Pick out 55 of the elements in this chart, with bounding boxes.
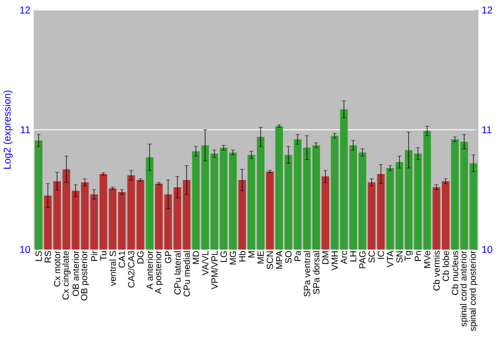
x-tick-label: RS [44,250,52,262]
x-tick-label: MVe [424,250,430,268]
x-tick-label: ME [258,250,264,264]
y-axis-title: Log2 (expression) [3,90,13,169]
x-tick-label: spinal cord posterior [469,250,478,331]
x-tick-label: Cx motor [54,250,60,286]
x-tick-label: Pn [414,251,421,261]
x-tick-label: SO [285,250,292,264]
x-tick-label: OB posterior [80,250,90,300]
x-tick-label: VTA [387,250,394,268]
y-tick-label: 11 [20,126,30,134]
x-tick-label: Arc [340,250,348,264]
y2-tick-label: 11 [482,126,492,134]
x-tick-label: SC [368,250,375,263]
y-tick-label: 10 [20,246,30,253]
x-tick-label: VA/VL [202,250,208,276]
x-tick-label: spinal cord anterior [460,250,468,326]
x-tick-label: LS [35,250,42,261]
x-tick-label: GP [164,251,172,264]
x-tick-label: A posterior [154,250,164,294]
x-tick-label: DG [137,251,144,264]
x-tick-label: A anterior [146,250,153,290]
x-tick-label: CPu medial [183,251,190,296]
y2-tick-label: 10 [482,246,492,253]
x-tick-label: Cb nucleus [452,250,458,295]
x-tick-label: M [248,251,254,258]
x-tick-label: CPu lateral [174,251,181,294]
x-tick-label: DM [322,251,328,264]
x-tick-label: MPA [276,250,282,269]
x-tick-label: MG [230,251,236,264]
x-tick-label: SN [396,251,403,263]
x-tick-label: IC [378,250,384,259]
x-tick-label: Cb lobe [442,250,449,281]
x-tick-label: VPM/VPL [211,250,218,290]
x-tick-label: SCN [266,251,274,270]
x-tick-label: LH [350,251,356,262]
x-tick-label: Tg [404,251,413,261]
x-tick-label: OB anterior [72,250,79,296]
x-tick-label: Pa [294,250,301,261]
x-tick-label: ventral S [109,250,116,286]
x-tick-label: LG [220,251,227,262]
x-tick-label: Pir [90,250,98,261]
x-tick-label: PAG [359,251,366,268]
y-tick-label: 12 [20,6,30,14]
x-tick-label: Hb [238,250,246,262]
x-tick-label: CA1 [118,250,126,268]
x-tick-label: Cx cingulate [62,250,71,300]
y2-tick-label: 12 [482,6,492,14]
x-tick-label: SPa dorsal [312,251,320,294]
x-tick-label: SPa ventral [304,251,310,296]
x-tick-label: MD [192,250,199,264]
x-tick-label: Tu [100,251,106,260]
x-tick-label: CA2/CA3 [128,250,134,288]
x-tick-label: Cb vermis [433,250,440,290]
x-tick-label: VMH [332,251,338,270]
